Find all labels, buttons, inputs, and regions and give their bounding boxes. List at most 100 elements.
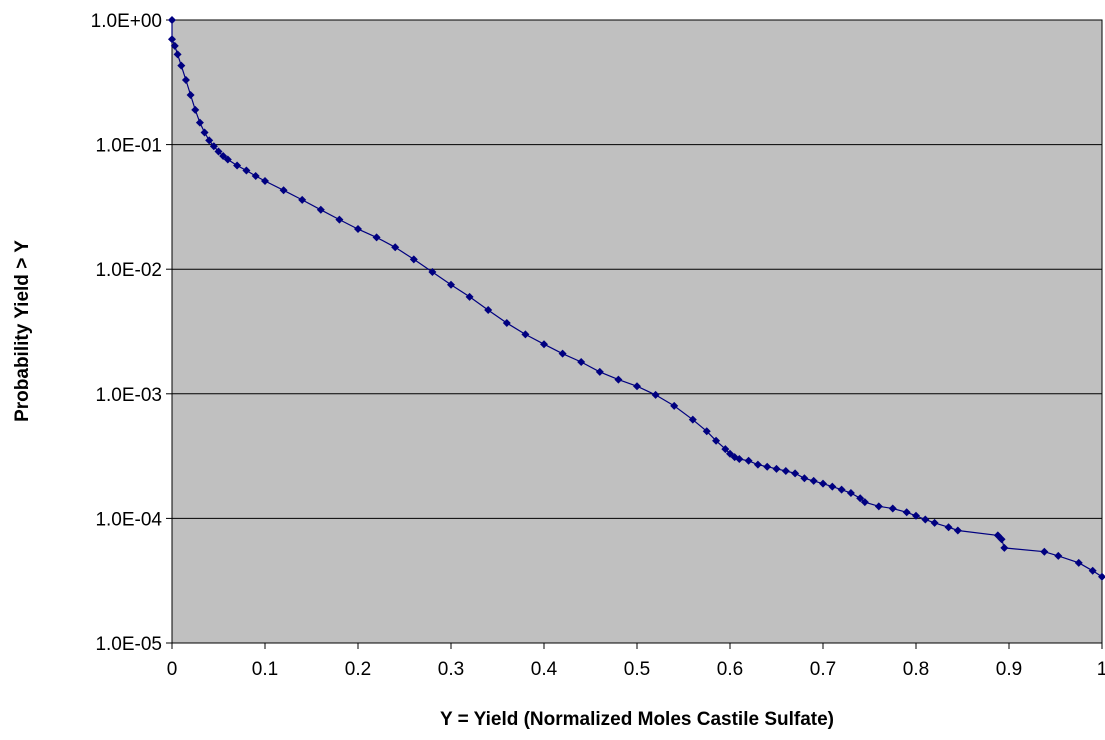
- data-point: [1054, 551, 1063, 560]
- data-point: [335, 215, 344, 224]
- data-point: [205, 136, 214, 145]
- data-point: [484, 306, 493, 315]
- data-point: [168, 16, 176, 24]
- data-point: [354, 225, 362, 234]
- data-point: [214, 147, 223, 156]
- series-markers: [168, 16, 1105, 581]
- data-point: [168, 35, 176, 44]
- y-tick-label: 1.0E-03: [95, 385, 162, 406]
- data-point: [1074, 558, 1083, 567]
- x-tick-label: 0: [167, 659, 178, 680]
- data-point: [837, 485, 846, 494]
- data-point: [846, 488, 855, 497]
- x-axis: 0 0.1 0.2 0.3 0.4 0.5 0.6 0.7 0.8 0.9 1: [167, 643, 1105, 680]
- data-point: [874, 502, 883, 511]
- data-point: [521, 330, 530, 339]
- y-tick-label: 1.0E+00: [91, 11, 162, 32]
- data-point: [1098, 572, 1105, 581]
- x-axis-title: Y = Yield (Normalized Moles Castile Sulf…: [440, 709, 834, 730]
- data-point: [233, 161, 242, 170]
- y-tick-label: 1.0E-02: [95, 260, 162, 281]
- data-point: [763, 462, 772, 471]
- data-point: [170, 41, 179, 50]
- x-tick-label: 0.6: [717, 659, 743, 680]
- data-point: [888, 504, 897, 513]
- x-tick-label: 0.4: [531, 659, 558, 680]
- data-point: [195, 118, 204, 127]
- data-point: [223, 155, 232, 164]
- data-point: [921, 515, 930, 524]
- data-point: [753, 460, 762, 469]
- data-point: [735, 454, 744, 463]
- data-point: [651, 390, 660, 399]
- data-point: [1088, 566, 1097, 575]
- data-point: [997, 535, 1006, 544]
- data-point: [177, 61, 186, 70]
- y-tick-label: 1.0E-05: [95, 634, 162, 655]
- data-point: [181, 75, 190, 84]
- x-tick-label: 1: [1097, 659, 1105, 680]
- x-tick-label: 0.9: [996, 659, 1022, 680]
- x-tick-label: 0.3: [438, 659, 464, 680]
- data-point: [902, 508, 911, 517]
- data-point: [595, 367, 604, 376]
- data-point: [781, 467, 790, 476]
- data-point: [726, 449, 734, 458]
- data-point: [633, 382, 641, 391]
- data-point: [316, 205, 325, 214]
- data-point: [391, 243, 400, 252]
- x-tick-label: 0.7: [810, 659, 836, 680]
- data-point: [791, 469, 800, 478]
- data-point: [372, 233, 381, 242]
- data-point: [261, 177, 269, 186]
- data-point: [209, 142, 218, 151]
- data-point: [1040, 547, 1049, 556]
- data-point: [191, 105, 200, 114]
- x-tick-label: 0.5: [624, 659, 650, 680]
- data-point: [772, 464, 781, 473]
- data-point: [558, 349, 567, 358]
- data-point: [809, 476, 818, 485]
- y-axis-title: Probability Yield > Y: [12, 240, 33, 422]
- data-point: [540, 340, 548, 349]
- data-point: [944, 523, 953, 532]
- data-point: [712, 436, 721, 445]
- data-point: [200, 128, 209, 137]
- data-point: [186, 91, 195, 100]
- data-point: [800, 474, 809, 483]
- x-tick-label: 0.8: [903, 659, 929, 680]
- data-point: [744, 456, 753, 465]
- data-point: [1000, 543, 1009, 552]
- data-point: [242, 166, 251, 175]
- plot-area: [171, 19, 1103, 644]
- data-point: [930, 518, 939, 527]
- data-point: [279, 186, 288, 195]
- data-point: [428, 267, 437, 276]
- x-tick-label: 0.1: [252, 659, 278, 680]
- data-point: [251, 171, 260, 180]
- data-point: [856, 494, 865, 503]
- data-point: [912, 511, 920, 520]
- data-point: [670, 401, 679, 410]
- data-point: [465, 292, 474, 301]
- data-point: [219, 152, 228, 161]
- data-point: [828, 482, 837, 491]
- data-point: [298, 195, 307, 204]
- data-point: [860, 498, 869, 507]
- data-point: [688, 415, 697, 424]
- data-point: [447, 280, 455, 289]
- data-point: [819, 479, 827, 488]
- y-axis: 1.0E+00 1.0E-01 1.0E-02 1.0E-03 1.0E-04 1.0E-…: [91, 11, 172, 655]
- gridlines: [172, 144, 1102, 519]
- data-point: [953, 526, 962, 535]
- x-tick-label: 0.2: [345, 659, 371, 680]
- data-point: [614, 375, 623, 384]
- data-point: [409, 255, 418, 264]
- data-point: [702, 427, 711, 436]
- data-point: [577, 357, 586, 366]
- data-point: [721, 445, 730, 454]
- data-point: [502, 319, 511, 328]
- y-tick-label: 1.0E-04: [95, 509, 162, 530]
- y-tick-label: 1.0E-01: [95, 136, 162, 157]
